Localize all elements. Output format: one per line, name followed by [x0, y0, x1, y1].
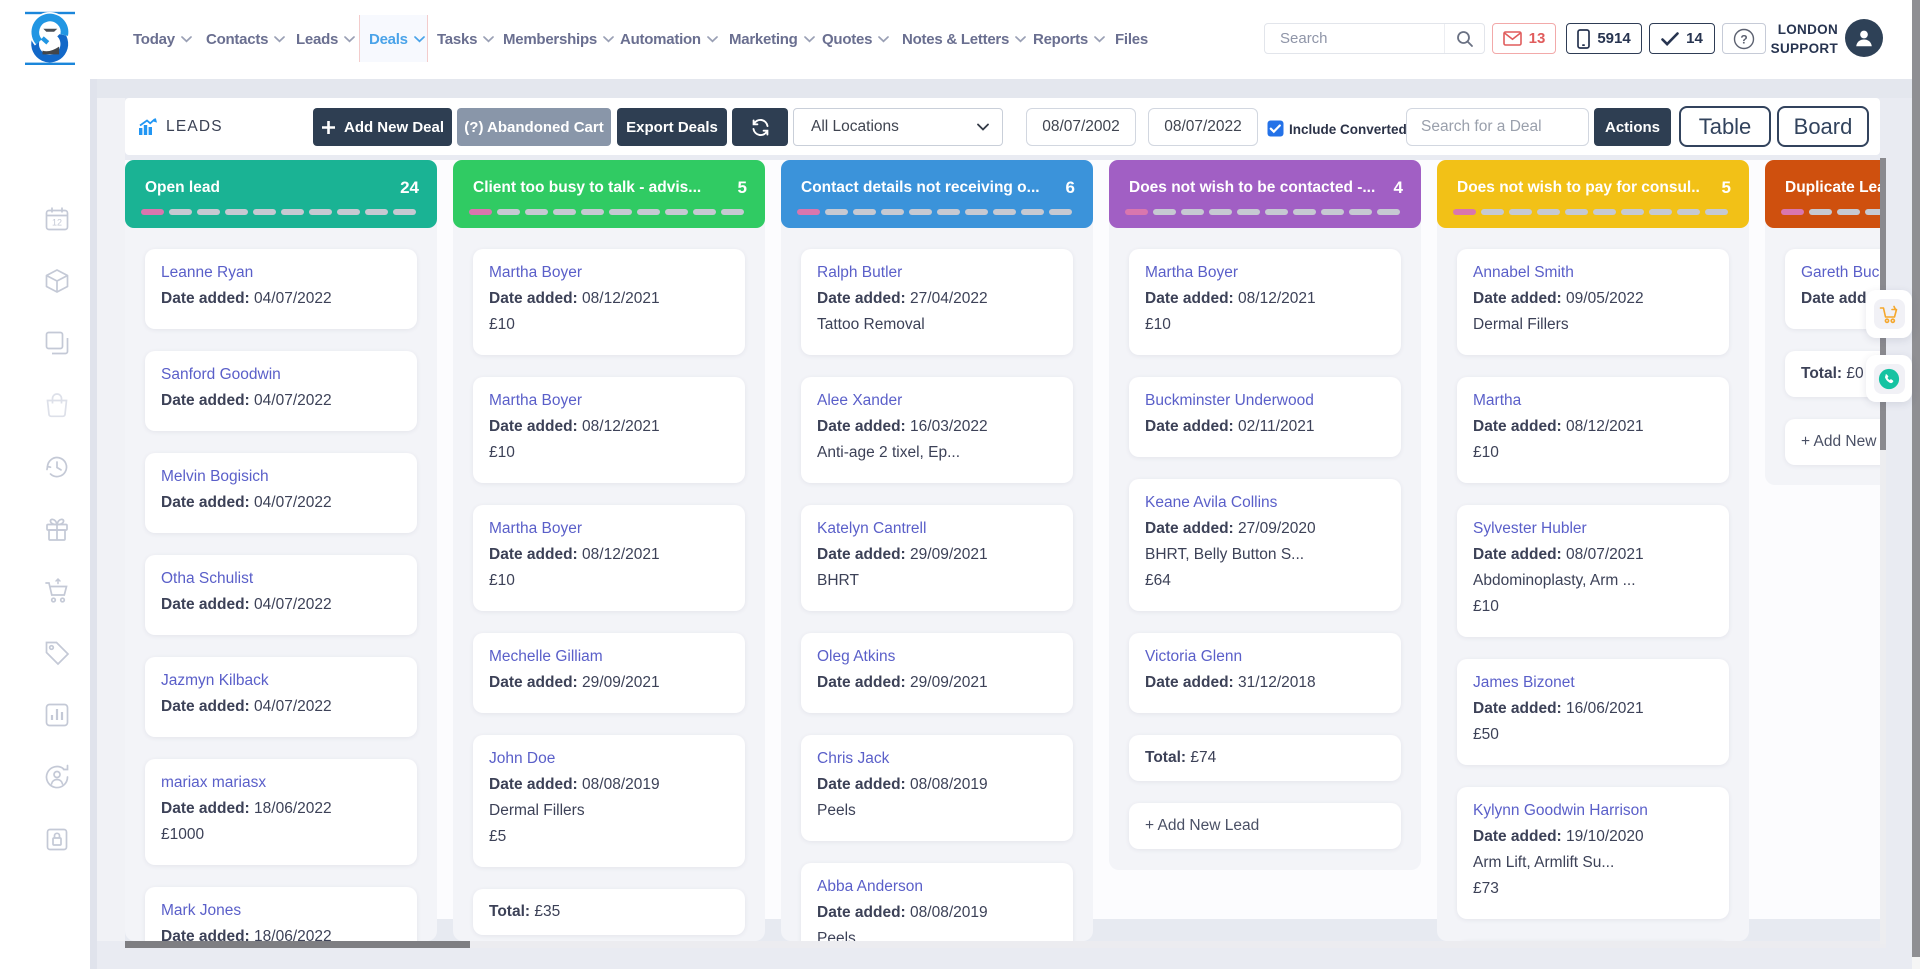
- svg-text:?: ?: [1740, 32, 1747, 46]
- svg-text:12: 12: [52, 218, 62, 228]
